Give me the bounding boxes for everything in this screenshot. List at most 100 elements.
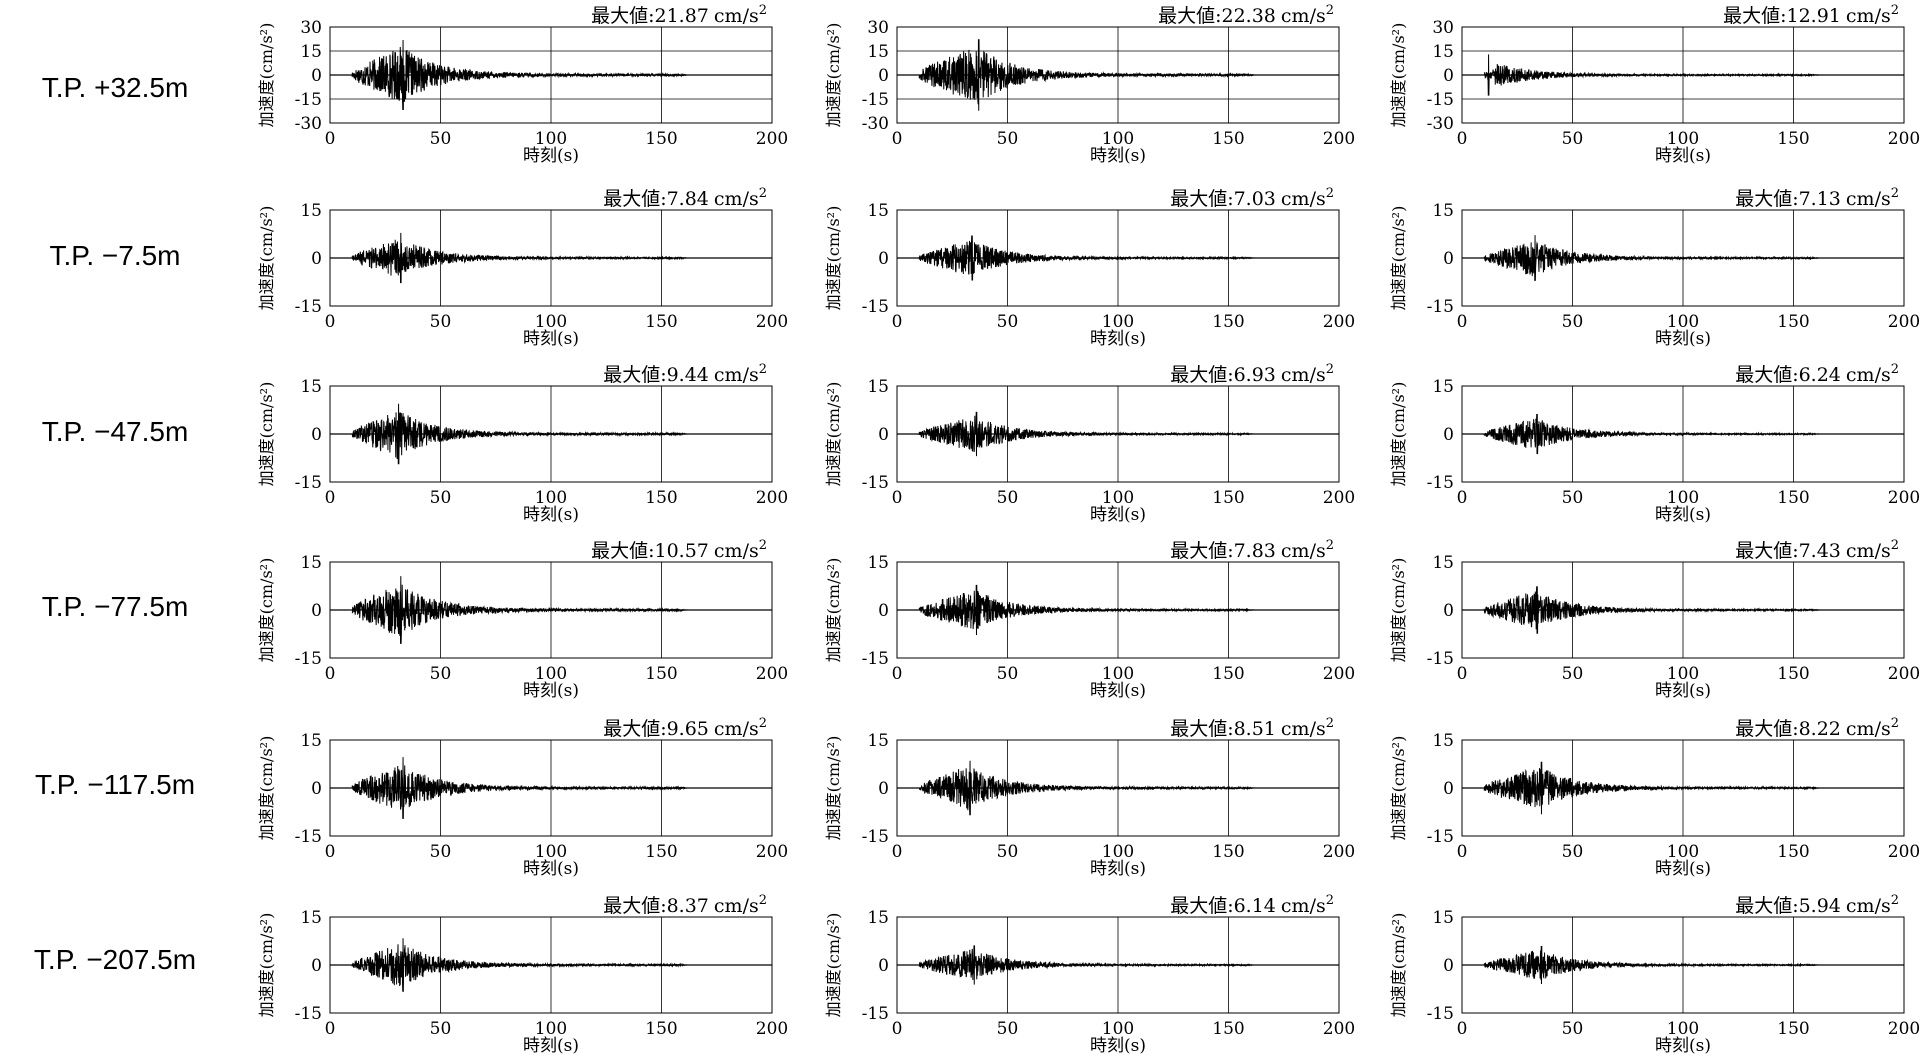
chart-r1-c2-ylabel: 加速度(cm/s²) [1389,206,1408,311]
chart-r2-c1-peak-label: 最大値:6.93 cm/s2 [1170,362,1334,386]
chart-r0-c2-ytick-2: 0 [1443,66,1454,86]
chart-r4-c1-xtick-0: 0 [892,842,903,862]
chart-r5-c2-ytick-1: 0 [1443,956,1454,976]
chart-r2-c2-xtick-0: 0 [1457,488,1468,508]
chart-r4-c0-xtick-0: 0 [325,842,336,862]
chart-r1-c0-xlabel: 時刻(s) [523,329,579,349]
chart-r3-c2-xtick-2: 100 [1667,664,1699,684]
chart-r0-c2-xtick-1: 50 [1562,129,1584,149]
chart-r3-c2-ytick-0: 15 [1432,553,1454,573]
chart-r2-c2-ytick-2: -15 [1427,473,1454,493]
chart-r2-c2-ylabel: 加速度(cm/s²) [1389,382,1408,487]
chart-r5-c1-waveform [918,945,1256,985]
chart-r3-c0-peak-prefix: 最大値: [591,540,654,562]
chart-r5-c1-peak-exp: 2 [1326,893,1334,908]
chart-r3-c2-ylabel: 加速度(cm/s²) [1389,558,1408,663]
chart-r4-c2-peak-value: 8.22 [1799,718,1841,740]
chart-r3-c0-ytick-1: 0 [311,601,322,621]
chart-r4-c2-xtick-1: 50 [1562,842,1584,862]
chart-r0-c2-peak-exp: 2 [1891,3,1899,18]
chart-r3-c0-waveform [351,576,689,644]
chart-r0-c2-ytick-1: 15 [1432,42,1454,62]
chart-r0-c2-peak-prefix: 最大値: [1723,5,1786,27]
chart-r3-c2-xtick-4: 200 [1888,664,1920,684]
chart-r1-c1-peak-exp: 2 [1326,186,1334,201]
chart-r2-c0-peak-value: 9.44 [667,364,709,386]
chart-r5-c0-xtick-1: 50 [430,1019,452,1039]
chart-r0-c0-ytick-3: -15 [295,90,322,110]
chart-r3-c0-xtick-3: 150 [645,664,677,684]
chart-r1-c2-peak-prefix: 最大値: [1735,188,1798,210]
chart-r3-c0-peak-value: 10.57 [655,540,709,562]
chart-r4-c2-peak-exp: 2 [1891,716,1899,731]
chart-r3-c2-xtick-0: 0 [1457,664,1468,684]
chart-r3-c0-peak-exp: 2 [759,538,767,553]
chart-r1-c2-xtick-3: 150 [1777,312,1809,332]
chart-r0-c0-peak-value: 21.87 [655,5,709,27]
chart-r3-c2-peak-unit: cm/s [1846,540,1891,562]
chart-r0-c1-ytick-1: 15 [867,42,889,62]
chart-r1-c0-ytick-2: -15 [295,297,322,317]
chart-r2-c2-peak-exp: 2 [1891,362,1899,377]
chart-r3-c1-peak-value: 7.83 [1234,540,1276,562]
chart-r5-c2-peak-unit: cm/s [1846,895,1891,917]
row-label-tp-minus-7-5: T.P. −7.5m [49,240,181,271]
chart-r2-c1-ytick-0: 15 [867,377,889,397]
row-label-tp-minus-77-5: T.P. −77.5m [41,591,189,622]
chart-r4-c0-xtick-2: 100 [535,842,567,862]
chart-r5-c0-xtick-3: 150 [645,1019,677,1039]
chart-r1-c1-group: 150-150 50 100 150 200時刻(s)加速度(cm/s²)最大値:7.0… [824,186,1355,349]
chart-r2-c2-xtick-2: 100 [1667,488,1699,508]
chart-r0-c0-ytick-1: 15 [300,42,322,62]
chart-r2-c0-peak-label: 最大値:9.44 cm/s2 [603,362,767,386]
chart-r1-c0-peak-exp: 2 [759,186,767,201]
chart-r0-c1-xtick-1: 50 [997,129,1019,149]
chart-r4-c1-ytick-0: 15 [867,731,889,751]
chart-r4-c1-group: 150-150 50 100 150 200時刻(s)加速度(cm/s²)最大値:8.5… [824,716,1355,879]
chart-r1-c0-peak-value: 7.84 [667,188,709,210]
chart-r2-c0-peak-unit: cm/s [714,364,759,386]
chart-r2-c1-xtick-4: 200 [1323,488,1355,508]
chart-r2-c0-ytick-0: 15 [300,377,322,397]
chart-r4-c0-xlabel: 時刻(s) [523,859,579,879]
chart-r0-c1-xtick-4: 200 [1323,129,1355,149]
chart-r0-c0-peak-exp: 2 [759,3,767,18]
chart-r2-c1-peak-prefix: 最大値: [1170,364,1233,386]
chart-r0-c2-waveform [1483,54,1821,96]
chart-r2-c1-xlabel: 時刻(s) [1090,505,1146,525]
chart-r3-c1-group: 150-150 50 100 150 200時刻(s)加速度(cm/s²)最大値:7.8… [824,538,1355,701]
chart-r1-c0-xtick-1: 50 [430,312,452,332]
chart-r5-c1-peak-unit: cm/s [1281,895,1326,917]
chart-r2-c1-ytick-2: -15 [862,473,889,493]
chart-r3-c2-xlabel: 時刻(s) [1655,681,1711,701]
chart-r4-c1-xtick-1: 50 [997,842,1019,862]
chart-r0-c1-xlabel: 時刻(s) [1090,146,1146,166]
chart-r5-c0-peak-label: 最大値:8.37 cm/s2 [603,893,767,917]
chart-r5-c0-peak-exp: 2 [759,893,767,908]
chart-r3-c2-waveform [1483,586,1821,634]
chart-r5-c2-xlabel: 時刻(s) [1655,1036,1711,1056]
chart-r2-c0-ytick-2: -15 [295,473,322,493]
chart-r1-c1-peak-label: 最大値:7.03 cm/s2 [1170,186,1334,210]
chart-r2-c0-xtick-0: 0 [325,488,336,508]
chart-r5-c1-xtick-3: 150 [1212,1019,1244,1039]
chart-r1-c0-ytick-0: 15 [300,201,322,221]
chart-r1-c2-xlabel: 時刻(s) [1655,329,1711,349]
chart-r5-c0-ytick-0: 15 [300,908,322,928]
chart-r5-c0-ytick-2: -15 [295,1004,322,1024]
chart-r3-c1-xtick-2: 100 [1102,664,1134,684]
chart-r1-c2-ytick-2: -15 [1427,297,1454,317]
chart-r0-c2-xtick-2: 100 [1667,129,1699,149]
chart-r4-c1-peak-label: 最大値:8.51 cm/s2 [1170,716,1334,740]
chart-r0-c1-ytick-4: -30 [862,114,889,134]
chart-r1-c2-xtick-2: 100 [1667,312,1699,332]
chart-r1-c2-group: 150-150 50 100 150 200時刻(s)加速度(cm/s²)最大値:7.1… [1389,186,1920,349]
chart-r0-c1-ytick-2: 0 [878,66,889,86]
row-label-tp-minus-117-5: T.P. −117.5m [34,769,196,800]
chart-r3-c2-xtick-1: 50 [1562,664,1584,684]
chart-r2-c2-xtick-4: 200 [1888,488,1920,508]
chart-r0-c0-peak-label: 最大値:21.87 cm/s2 [591,3,767,27]
chart-r0-c2-xtick-3: 150 [1777,129,1809,149]
